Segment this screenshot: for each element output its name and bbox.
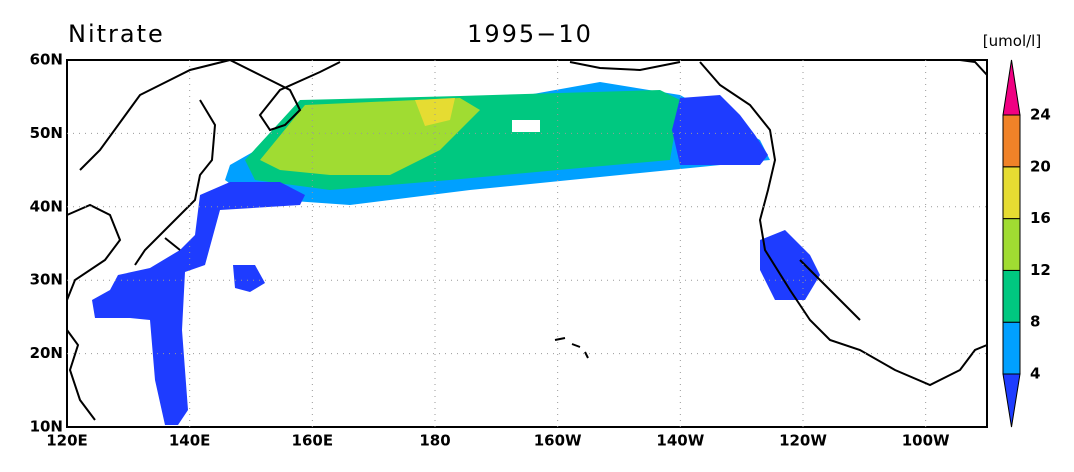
field-patch (672, 95, 768, 165)
map-title: Nitrate (68, 20, 165, 48)
colorbar-label: 16 (1030, 209, 1051, 227)
colorbar-cell (1002, 373, 1021, 428)
field-patch (760, 230, 820, 300)
y-tick-label: 50N (30, 124, 63, 142)
field-patch (233, 265, 265, 292)
field-patch (92, 182, 305, 425)
x-tick-label: 120E (46, 432, 88, 450)
colorbar-label: 24 (1030, 106, 1051, 124)
coastline (569, 59, 988, 387)
coastline (134, 99, 217, 266)
colorbar-label: 12 (1030, 261, 1051, 279)
colorbar-cell (1002, 114, 1021, 168)
islands (554, 337, 589, 359)
x-tick-label: 140E (169, 432, 211, 450)
colorbar-cell (1002, 218, 1021, 271)
y-tick-label: 10N (30, 418, 63, 436)
colorbar-unit: [umol/l] (983, 32, 1041, 50)
plot-frame (66, 59, 988, 428)
field-patch (415, 98, 455, 126)
y-tick-label: 20N (30, 344, 63, 362)
colorbar-label: 8 (1030, 313, 1040, 331)
y-tick-label: 40N (30, 197, 63, 215)
colorbar-cell (1002, 321, 1021, 375)
x-tick-label: 140W (656, 432, 704, 450)
colorbar-cell (1002, 59, 1021, 116)
x-tick-label: 160E (292, 432, 334, 450)
field-gap (512, 120, 540, 132)
colorbar-cell (1002, 269, 1021, 323)
x-tick-label: 100W (902, 432, 950, 450)
y-tick-label: 30N (30, 271, 63, 289)
nitrate-field (92, 82, 820, 425)
coastline (66, 59, 341, 421)
coastlines (66, 59, 988, 421)
y-tick-label: 60N (30, 51, 63, 69)
colorbar-cell (1002, 166, 1021, 220)
x-tick-label: 120W (779, 432, 827, 450)
x-tick-label: 160W (534, 432, 582, 450)
colorbar-label: 20 (1030, 157, 1051, 175)
x-tick-label: 180 (419, 432, 450, 450)
map-date: 1995−10 (467, 20, 593, 48)
colorbar-label: 4 (1030, 365, 1040, 383)
